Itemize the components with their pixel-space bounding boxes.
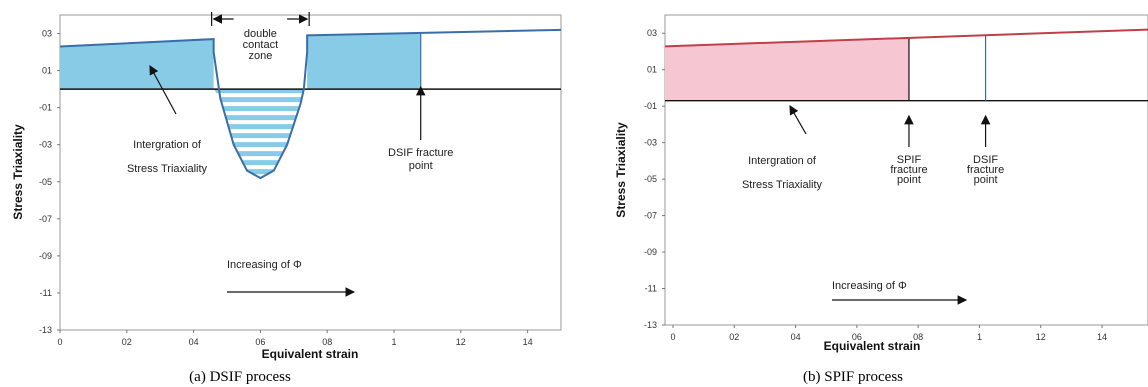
spif-y-tick-label: -03 — [644, 138, 657, 148]
dsif-triaxiality-line — [60, 28, 561, 180]
spif-x-tick-label: 14 — [1097, 332, 1107, 342]
spif-integration-arrow — [789, 104, 807, 135]
y-axis-title-spif: Stress Triaxiality — [614, 122, 628, 218]
dsif-y-tick-label: 01 — [42, 66, 52, 76]
dsif-integration-arrow — [149, 64, 177, 115]
spif-dsif-fracture-label: point — [974, 174, 998, 186]
dsif-integration-area-left — [60, 39, 214, 90]
dsif-y-tick-label: -11 — [40, 288, 52, 298]
dsif-integration-label: Stress Triaxiality — [127, 163, 208, 175]
spif-dsif-fracture-label: fracture — [967, 164, 1004, 176]
spif-y-tick-label: -01 — [644, 101, 657, 111]
dsif-integration-area-right — [307, 32, 421, 90]
spif-y-tick-label: -09 — [644, 247, 657, 257]
spif-y-tick-label: 03 — [647, 28, 657, 38]
spif-x-tick-label: 08 — [913, 332, 923, 342]
dsif-y-tick-label: 03 — [42, 29, 52, 39]
dsif-x-tick-label: 04 — [189, 337, 199, 347]
spif-dsif-fracture-label: DSIF — [973, 154, 998, 166]
dsif-y-tick-label: -13 — [39, 325, 52, 335]
dsif-x-tick-label: 0 — [57, 337, 62, 347]
dsif-fracture-label: point — [409, 160, 433, 172]
spif-x-tick-label: 0 — [670, 332, 675, 342]
dsif-y-tick-label: -07 — [39, 214, 52, 224]
spif-integration-label: Stress Triaxiality — [742, 179, 823, 191]
panel-spif: 0 02 04 06 08 1 12 140301-01-03-05-07-09-11-13 … — [614, 14, 1148, 385]
dsif-y-tick-label: -05 — [39, 177, 52, 187]
spif-x-tick-label: 06 — [852, 332, 862, 342]
dsif-integration-label: Intergration of — [133, 139, 202, 151]
spif-integration-area — [665, 37, 909, 101]
dsif-x-tick-label: 02 — [122, 337, 132, 347]
dsif-y-tick-label: -03 — [39, 140, 52, 150]
spif-y-tick-label: 01 — [647, 65, 657, 75]
double-contact-zone-label: double — [244, 28, 277, 40]
dsif-x-tick-label: 08 — [322, 337, 332, 347]
x-axis-title-spif: Equivalent strain — [824, 339, 921, 353]
spif-y-tick-label: -13 — [644, 320, 657, 330]
y-axis-title-dsif: Stress Triaxiality — [11, 124, 25, 220]
x-axis-title-dsif: Equivalent strain — [262, 347, 359, 361]
spif-y-tick-label: -05 — [644, 174, 657, 184]
spif-y-tick-label: -07 — [644, 211, 657, 221]
double-contact-zone-label: contact — [243, 39, 278, 51]
spif-fracture-label: SPIF — [897, 154, 922, 166]
spif-x-tick-label: 1 — [977, 332, 982, 342]
spif-fracture-label: fracture — [890, 164, 927, 176]
caption-spif: (b) SPIF process — [803, 369, 903, 385]
dsif-y-tick-label: -01 — [39, 103, 52, 113]
panel-dsif: 0 02 04 06 08 1 12 140301-01-03-05-07-09-11-13 … — [11, 12, 562, 385]
spif-y-tick-label: -11 — [645, 284, 657, 294]
dsif-fracture-label: DSIF fracture — [388, 147, 453, 159]
spif-triaxiality-line — [665, 28, 1148, 48]
spif-fracture-label: point — [897, 174, 921, 186]
dsif-x-tick-label: 06 — [255, 337, 265, 347]
dsif-y-tick-label: -09 — [39, 251, 52, 261]
caption-dsif: (a) DSIF process — [189, 369, 291, 385]
dsif-increasing-label: Increasing of Φ — [227, 259, 302, 271]
spif-increasing-label: Increasing of Φ — [832, 280, 907, 292]
spif-x-tick-label: 02 — [729, 332, 739, 342]
spif-x-tick-label: 04 — [791, 332, 801, 342]
dsif-x-tick-label: 14 — [523, 337, 533, 347]
dsif-x-tick-label: 12 — [456, 337, 466, 347]
spif-x-tick-label: 12 — [1036, 332, 1046, 342]
dsif-x-tick-label: 1 — [391, 337, 396, 347]
double-contact-zone-label: zone — [248, 50, 272, 62]
spif-integration-label: Intergration of — [748, 155, 817, 167]
